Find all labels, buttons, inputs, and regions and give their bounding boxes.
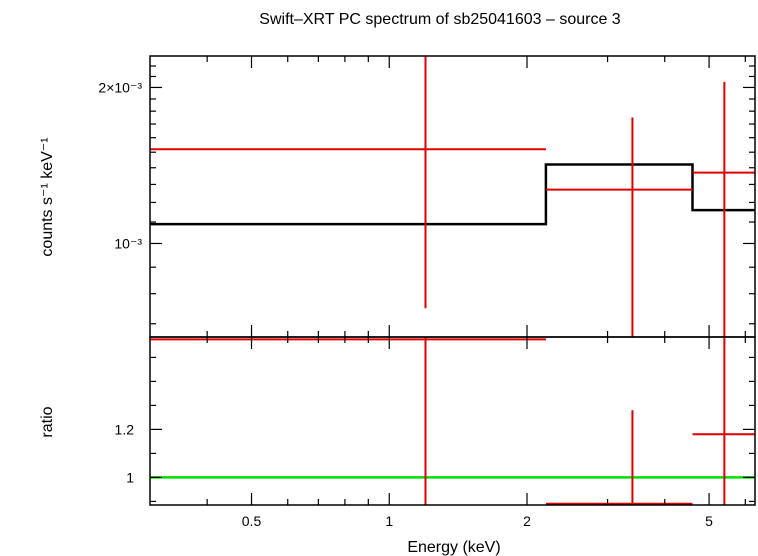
x-tick-label-1: 0.5 bbox=[242, 513, 262, 529]
y-axis-label-ratio: ratio bbox=[39, 406, 56, 437]
ratio-panel: 1 1.2 0.5 1 2 5 bbox=[115, 336, 756, 529]
y-tick-label-1: 10⁻³ bbox=[114, 235, 142, 251]
spectrum-panel-frame bbox=[149, 55, 756, 338]
x-tick-label-3: 2 bbox=[523, 513, 531, 529]
chart-title: Swift–XRT PC spectrum of sb25041603 – so… bbox=[259, 11, 620, 28]
ratio-y-tick-label-1: 1 bbox=[126, 469, 134, 485]
x-axis-label: Energy (keV) bbox=[407, 539, 500, 556]
x-tick-label-4: 5 bbox=[705, 513, 713, 529]
spectrum-panel: 10⁻³ 2×10⁻³ bbox=[98, 55, 756, 338]
y-tick-label-2: 2×10⁻³ bbox=[98, 79, 142, 95]
x-tick-label-2: 1 bbox=[385, 513, 393, 529]
y-axis-label-counts: counts s⁻¹ keV⁻¹ bbox=[39, 137, 56, 256]
ratio-y-tick-label-2: 1.2 bbox=[115, 421, 135, 437]
model-step-line bbox=[150, 163, 755, 226]
ratio-panel-frame bbox=[149, 336, 756, 506]
